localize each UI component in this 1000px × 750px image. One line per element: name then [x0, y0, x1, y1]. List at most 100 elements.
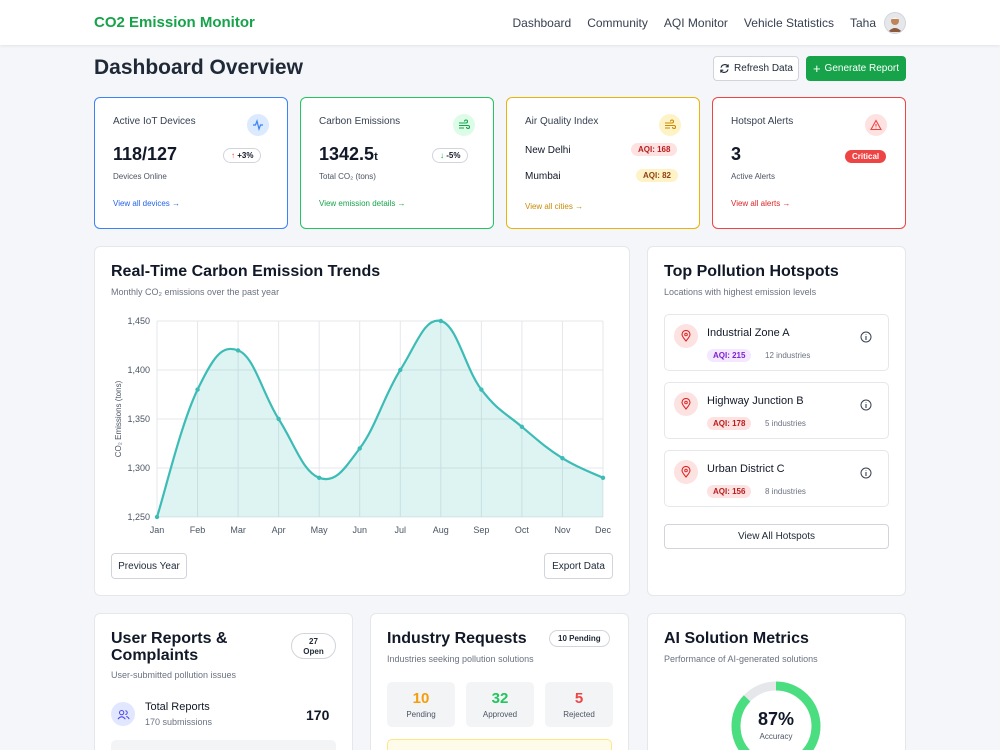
- pending-badge: 10 Pending: [549, 630, 610, 647]
- view-all-alerts-link[interactable]: View all alerts →: [731, 199, 791, 208]
- user-avatar-icon: [888, 16, 902, 32]
- arrow-up-icon: ↑: [231, 151, 235, 160]
- arrow-down-icon: ↓: [440, 151, 444, 160]
- hotspot-aqi-badge: AQI: 178: [707, 417, 752, 430]
- data-point: [438, 318, 444, 324]
- stat-value: 118/127: [113, 144, 178, 164]
- stat-card-emissions: Carbon Emissions 1342.5t ↓ -5% Total CO₂…: [300, 97, 494, 229]
- emission-unit: t: [374, 151, 378, 163]
- pending-stat[interactable]: 10 Pending: [387, 682, 455, 727]
- stat-sub: Devices Online: [113, 172, 167, 181]
- page-title: Dashboard Overview: [94, 56, 303, 79]
- hotspot-item[interactable]: Urban District C AQI: 156 8 industries: [664, 450, 889, 507]
- requests-subtitle: Industries seeking pollution solutions: [387, 654, 534, 664]
- change-value: +3%: [237, 151, 254, 160]
- previous-year-button[interactable]: Previous Year: [111, 553, 187, 579]
- accuracy-arc: [731, 681, 821, 750]
- y-tick-label: 1,350: [127, 414, 150, 424]
- data-point: [519, 424, 525, 430]
- view-all-hotspots-button[interactable]: View All Hotspots: [664, 524, 889, 549]
- stat-label: Approved: [482, 710, 518, 719]
- total-reports-label: Total Reports: [145, 701, 210, 713]
- open-label: Open: [303, 647, 324, 656]
- y-tick-label: 1,250: [127, 512, 150, 522]
- x-tick-label: Jul: [395, 525, 407, 535]
- brand-logo[interactable]: CO2 Emission Monitor: [94, 14, 255, 31]
- stat-label: Rejected: [563, 710, 595, 719]
- plus-icon: +: [812, 60, 821, 76]
- data-point: [235, 348, 241, 353]
- stat-label: Carbon Emissions: [319, 116, 401, 127]
- hotspot-item[interactable]: Industrial Zone A AQI: 215 12 industries: [664, 314, 889, 371]
- hotspot-name: Industrial Zone A: [707, 327, 790, 339]
- emission-trend-chart: 1,250 1,300 1,350 1,400 1,450 Jan Feb Mar Apr May…: [114, 316, 611, 535]
- nav-community[interactable]: Community: [587, 15, 648, 30]
- info-icon[interactable]: [860, 467, 872, 479]
- hotspot-aqi-badge: AQI: 156: [707, 485, 752, 498]
- map-pin-icon: [674, 392, 698, 416]
- x-tick-label: Apr: [272, 525, 286, 535]
- main-nav: Dashboard Community AQI Monitor Vehicle …: [512, 0, 906, 45]
- y-tick-label: 1,450: [127, 316, 150, 326]
- stat-label: Hotspot Alerts: [731, 116, 794, 127]
- request-item[interactable]: [387, 739, 612, 750]
- x-tick-label: Sep: [473, 525, 489, 535]
- view-all-cities-link[interactable]: View all cities →: [525, 202, 584, 211]
- series-area: [157, 320, 603, 517]
- stat-label: Air Quality Index: [525, 116, 599, 127]
- stat-card-alerts: Hotspot Alerts 3 Critical Active Alerts …: [712, 97, 906, 229]
- change-value: -5%: [446, 151, 461, 160]
- y-tick-label: 1,400: [127, 365, 150, 375]
- info-icon[interactable]: [860, 399, 872, 411]
- view-all-devices-link[interactable]: View all devices →: [113, 199, 180, 208]
- data-point: [154, 514, 160, 520]
- open-count: 27: [309, 637, 318, 646]
- hotspot-item[interactable]: Highway Junction B AQI: 178 5 industries: [664, 382, 889, 439]
- city-aqi-badge: AQI: 168: [631, 143, 678, 156]
- city-name: Mumbai: [525, 171, 561, 182]
- approved-stat[interactable]: 32 Approved: [466, 682, 534, 727]
- nav-vehicle-statistics[interactable]: Vehicle Statistics: [743, 15, 834, 30]
- nav-aqi-monitor[interactable]: AQI Monitor: [663, 15, 728, 30]
- data-point: [479, 387, 484, 392]
- trend-title: Real-Time Carbon Emission Trends: [111, 263, 381, 280]
- warning-triangle-icon: [865, 114, 887, 136]
- data-point: [560, 456, 565, 461]
- stat-value: 5: [574, 690, 584, 707]
- nav-dashboard[interactable]: Dashboard: [512, 15, 572, 30]
- x-tick-label: Jun: [352, 525, 367, 535]
- trend-subtitle: Monthly CO₂ emissions over the past year: [111, 287, 280, 297]
- info-icon[interactable]: [860, 331, 872, 343]
- hotspots-title: Top Pollution Hotspots: [664, 263, 839, 280]
- data-point: [316, 475, 322, 480]
- generate-report-button[interactable]: + Generate Report: [806, 56, 906, 81]
- reports-title: User Reports & Complaints: [111, 630, 227, 664]
- hotspot-industries: 8 industries: [765, 487, 806, 496]
- rejected-stat[interactable]: 5 Rejected: [545, 682, 613, 727]
- hotspot-industries: 5 industries: [765, 419, 806, 428]
- view-emission-details-link[interactable]: View emission details →: [319, 199, 406, 208]
- x-tick-label: Oct: [515, 525, 530, 535]
- refresh-icon: [720, 64, 729, 73]
- avatar[interactable]: [884, 11, 906, 34]
- change-badge: ↓ -5%: [432, 148, 469, 163]
- map-pin-icon: [674, 460, 698, 484]
- critical-badge: Critical: [845, 150, 887, 163]
- stat-value: 10: [412, 690, 430, 707]
- reports-subtitle: User-submitted pollution issues: [111, 670, 237, 680]
- total-reports-sub: 170 submissions: [145, 717, 213, 727]
- wind-icon: [453, 114, 475, 136]
- user-name[interactable]: Taha: [849, 15, 876, 30]
- stat-value: 32: [491, 690, 509, 707]
- report-row[interactable]: [111, 740, 336, 750]
- emission-trends-panel: [94, 246, 630, 596]
- ai-title: AI Solution Metrics: [664, 630, 809, 647]
- wind-icon: [659, 114, 681, 136]
- emission-value: 1342.5: [319, 144, 375, 164]
- x-tick-label: Jan: [150, 525, 165, 535]
- refresh-data-button[interactable]: Refresh Data: [713, 56, 799, 81]
- hotspot-name: Urban District C: [707, 463, 785, 475]
- hotspot-name: Highway Junction B: [707, 395, 804, 407]
- export-data-button[interactable]: Export Data: [544, 553, 613, 579]
- hotspot-industries: 12 industries: [765, 351, 811, 360]
